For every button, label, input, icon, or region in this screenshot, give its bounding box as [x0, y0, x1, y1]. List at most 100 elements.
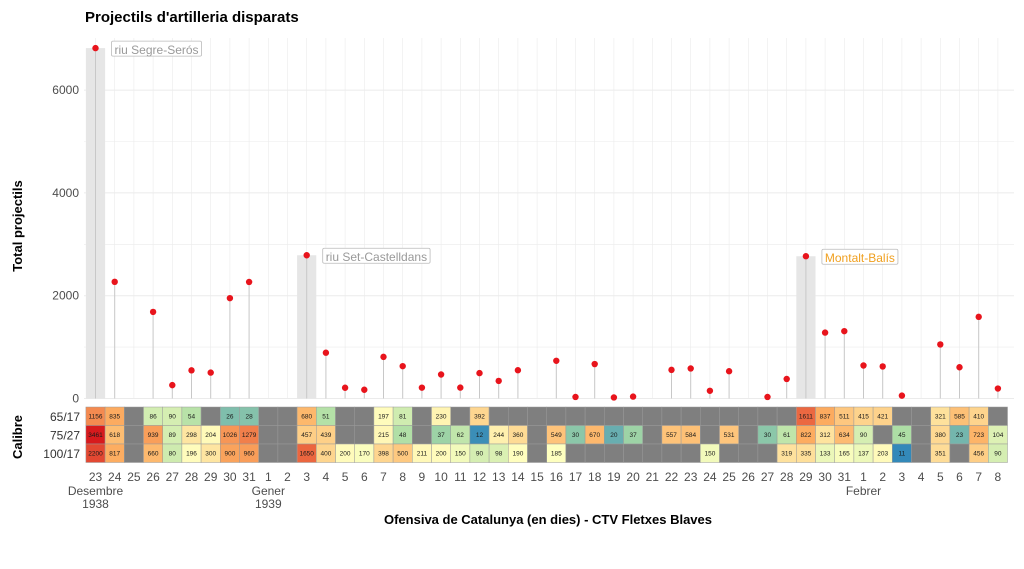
x-tick-label: 27: [166, 470, 180, 484]
heatmap-cell-label: 817: [109, 451, 120, 458]
heatmap-cell-label: 1650: [299, 451, 314, 458]
heatmap-cell-label: 190: [512, 451, 523, 458]
heatmap-cell-label: 549: [551, 432, 562, 439]
heatmap-cell: [623, 443, 643, 463]
heatmap-cell-label: 211: [417, 451, 428, 458]
heatmap-cell-label: 185: [551, 451, 562, 458]
calibre-labels: 65/17 75/27 100/17: [43, 410, 80, 461]
heatmap-cell-label: 939: [148, 432, 159, 439]
heatmap-cell: [776, 406, 797, 426]
x-tick-label: 3: [899, 470, 906, 484]
heatmap-cell: [623, 406, 643, 426]
heatmap-cell: [872, 425, 893, 445]
heatmap-cell-label: 1026: [223, 432, 238, 439]
calibre-label: 100/17: [43, 447, 80, 461]
x-tick-label: 24: [108, 470, 122, 484]
heatmap-cell: [988, 406, 1008, 426]
x-tick-label: 2: [284, 470, 291, 484]
heatmap-cell: [258, 425, 279, 445]
heatmap-cell-label: 680: [301, 414, 312, 421]
heatmap-cell-label: 837: [820, 414, 831, 421]
x-tick-label: 29: [799, 470, 813, 484]
heatmap-cell: [450, 406, 471, 426]
heatmap-cell-label: 3461: [88, 432, 103, 439]
x-tick-label: 2: [879, 470, 886, 484]
lollipop-point: [725, 368, 733, 375]
x-tick-label: 26: [742, 470, 756, 484]
heatmap-cell: [738, 443, 759, 463]
heatmap-cell-label: 204: [205, 432, 216, 439]
x-tick-label: 29: [204, 470, 218, 484]
heatmap-cell-label: 380: [935, 432, 946, 439]
heatmap-cell: [988, 443, 1008, 463]
heatmap-cell: [642, 443, 663, 463]
heatmap-cell-label: 585: [954, 414, 965, 421]
heatmap-cell-label: 133: [820, 451, 831, 458]
x-tick-label: 28: [185, 470, 199, 484]
heatmap-cell: [277, 406, 298, 426]
x-tick-label: 15: [530, 470, 544, 484]
lollipop-point: [149, 308, 157, 316]
lollipop-point: [514, 367, 522, 374]
x-tick-label: 27: [761, 470, 775, 484]
y-axis-ticks: 0 2000 4000 6000: [52, 83, 79, 405]
lollipop-point: [169, 381, 176, 389]
lollipop-point: [418, 384, 426, 391]
heatmap-cell: [412, 406, 432, 426]
calibre-label: 75/27: [50, 428, 80, 442]
heatmap-axis-title: Calibre: [10, 415, 25, 459]
heatmap-cell-label: 230: [436, 414, 447, 421]
heatmap-cell-label: 2200: [88, 451, 103, 458]
heatmap-cell-label: 61: [783, 432, 791, 439]
lollipop-point: [591, 360, 598, 368]
heatmap-cell: [124, 406, 144, 426]
x-tick-label: 23: [89, 470, 103, 484]
lollipop-point: [802, 253, 810, 260]
heatmap-cell: [604, 443, 624, 463]
heatmap-cell-label: 51: [322, 414, 330, 421]
x-tick-label: 23: [684, 470, 698, 484]
lollipop-point: [207, 369, 214, 376]
x-tick-label: 22: [665, 470, 679, 484]
lollipop-point: [303, 252, 310, 259]
lollipop-point: [361, 386, 368, 393]
heatmap-cell: [584, 443, 605, 463]
heatmap-cell-label: 351: [935, 451, 946, 458]
heatmap-cell-label: 557: [666, 432, 677, 439]
heatmap-cell-label: 618: [109, 432, 120, 439]
highlight-bands: [85, 48, 816, 399]
heatmap-cell-label: 531: [724, 432, 735, 439]
x-tick-label: 18: [588, 470, 602, 484]
heatmap-cell-label: 200: [436, 451, 447, 458]
heatmap-cell-label: 298: [186, 432, 197, 439]
heatmap-cell-label: 62: [457, 432, 465, 439]
heatmap: 1156 835 86 90 54 26 28 680 51 197 81 230 392 1611 837…: [85, 406, 1008, 463]
heatmap-cell-label: 415: [858, 414, 869, 421]
heatmap-cell: [661, 443, 682, 463]
x-tick-label: 21: [646, 470, 660, 484]
heatmap-cell-label: 244: [493, 432, 504, 439]
annotation-label: Montalt-Balís: [825, 251, 895, 265]
heatmap-cell: [680, 443, 701, 463]
heatmap-cell: [911, 406, 931, 426]
heatmap-cell-label: 165: [839, 451, 850, 458]
heatmap-cell: [124, 443, 144, 463]
heatmap-cell: [642, 406, 663, 426]
lollipop-point: [937, 341, 944, 348]
annotation-box: [821, 248, 899, 265]
heatmap-cell: [911, 443, 931, 463]
highlight-labels: riu Segre-Serós riu Set-Castelldans Montal…: [111, 40, 899, 265]
x-tick-label: 16: [550, 470, 564, 484]
heatmap-cell-label: 54: [188, 414, 196, 421]
heatmap-cell: [700, 406, 720, 426]
x-tick-label: 24: [703, 470, 717, 484]
heatmap-cell-label: 511: [839, 414, 850, 421]
heatmap-cell-label: 1611: [799, 414, 813, 421]
heatmap-cell: [565, 443, 586, 463]
heatmap-cell-label: 319: [781, 451, 792, 458]
heatmap-cell-label: 11: [899, 451, 906, 458]
x-tick-label: 7: [380, 470, 387, 484]
heatmap-cell-label: 90: [169, 414, 177, 421]
heatmap-cell-label: 822: [800, 432, 811, 439]
